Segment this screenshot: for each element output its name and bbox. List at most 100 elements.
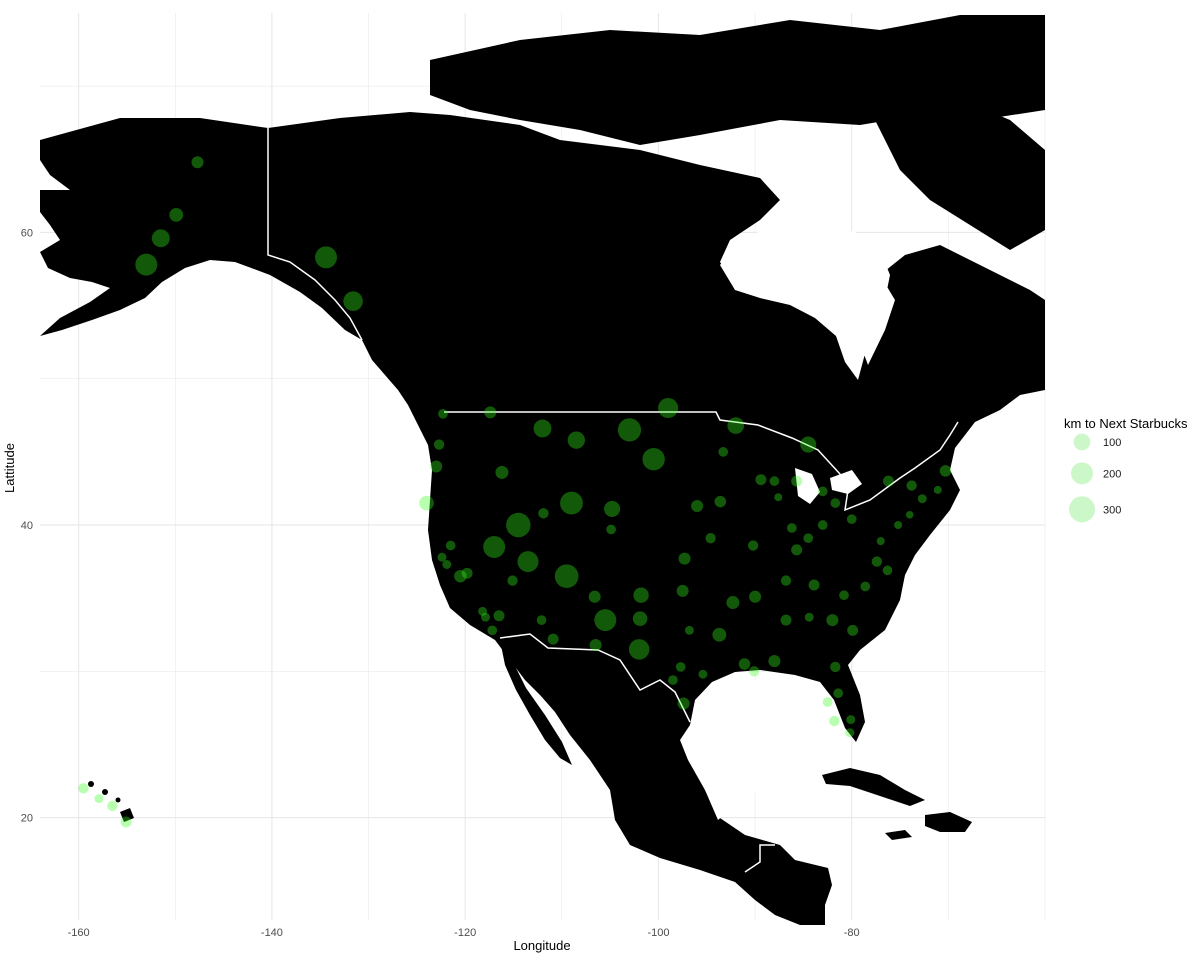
starbucks-point	[749, 590, 762, 603]
land-baffin-island	[870, 95, 1045, 250]
starbucks-point	[846, 514, 857, 525]
starbucks-point	[822, 697, 833, 707]
starbucks-point	[169, 207, 184, 222]
starbucks-point	[94, 794, 104, 804]
starbucks-point	[906, 480, 917, 491]
starbucks-point	[882, 565, 893, 576]
water-hudson-bay	[720, 222, 890, 380]
border-layer	[267, 128, 959, 873]
starbucks-point	[588, 590, 601, 603]
starbucks-point	[786, 523, 797, 533]
land-cuba	[822, 768, 925, 806]
starbucks-point	[714, 495, 727, 508]
starbucks-point	[78, 783, 89, 794]
land-mainland	[268, 112, 1045, 925]
y-tick-label: 60	[21, 227, 33, 239]
border-us-mexico	[499, 633, 691, 723]
legend-label: 100	[1103, 437, 1121, 449]
legend-key	[1071, 462, 1093, 485]
starbucks-point	[560, 491, 583, 515]
starbucks-point	[747, 540, 759, 551]
starbucks-point	[454, 569, 467, 583]
starbucks-point	[419, 495, 434, 511]
starbucks-point	[484, 406, 497, 419]
starbucks-point	[632, 611, 648, 626]
starbucks-point	[151, 229, 170, 248]
starbucks-point	[533, 419, 552, 438]
starbucks-point	[871, 556, 883, 567]
starbucks-point	[780, 575, 792, 586]
starbucks-point	[628, 639, 650, 660]
starbucks-point	[705, 533, 716, 544]
starbucks-point	[712, 627, 727, 642]
starbucks-point	[567, 431, 585, 449]
starbucks-point	[120, 816, 132, 828]
starbucks-point	[718, 447, 729, 457]
starbucks-point	[343, 291, 363, 311]
land-alaska	[40, 118, 362, 340]
starbucks-point	[830, 498, 841, 508]
starbucks-point	[876, 537, 885, 546]
axes-layer: -160 -140 -120 -100 -80 20 40 60	[21, 227, 860, 939]
legend-label: 200	[1103, 468, 1121, 480]
starbucks-point	[726, 596, 740, 610]
starbucks-point	[483, 535, 506, 558]
starbucks-point	[882, 475, 894, 487]
starbucks-point	[676, 584, 689, 597]
starbucks-point	[538, 508, 549, 519]
starbucks-point	[478, 606, 488, 616]
starbucks-point	[830, 661, 841, 673]
x-tick-label: -80	[844, 927, 860, 939]
starbucks-point	[698, 669, 708, 679]
starbucks-point	[860, 581, 871, 592]
starbucks-point	[826, 614, 839, 627]
starbucks-point	[495, 465, 509, 479]
starbucks-point	[748, 666, 760, 677]
starbucks-point	[547, 633, 559, 645]
x-axis-title: Longitude	[513, 938, 570, 953]
starbucks-point	[315, 246, 338, 269]
land-jamaica	[885, 830, 912, 840]
starbucks-point	[461, 567, 473, 579]
land-hispaniola	[925, 812, 972, 832]
x-tick-label: -120	[454, 927, 476, 939]
starbucks-point	[817, 520, 828, 530]
starbucks-point	[774, 493, 783, 502]
starbucks-point	[917, 494, 927, 504]
starbucks-point	[839, 590, 849, 601]
starbucks-point	[536, 615, 547, 625]
starbucks-point	[933, 485, 942, 494]
starbucks-point	[791, 475, 803, 487]
water-great-lakes	[795, 468, 862, 504]
starbucks-point	[727, 417, 745, 434]
starbucks-point	[191, 156, 204, 169]
starbucks-point	[438, 408, 448, 419]
starbucks-point	[604, 500, 621, 517]
starbucks-point	[589, 638, 602, 651]
starbucks-point	[846, 715, 856, 725]
starbucks-point	[135, 253, 158, 276]
starbucks-point	[833, 688, 844, 699]
legend-entries: 100 200 300	[1069, 433, 1121, 523]
border-mexico-guatemala	[744, 844, 775, 873]
starbucks-point	[606, 524, 616, 535]
starbucks-point	[507, 575, 518, 586]
starbucks-point	[791, 544, 803, 556]
starbucks-point	[769, 476, 780, 486]
starbucks-point	[738, 658, 751, 670]
starbucks-point	[691, 499, 704, 513]
starbucks-point	[755, 474, 767, 486]
starbucks-point	[804, 612, 814, 622]
x-tick-label: -140	[261, 927, 283, 939]
starbucks-point	[617, 418, 642, 442]
starbucks-point	[430, 460, 443, 473]
water-gulf-of-mexico	[690, 680, 836, 820]
x-tick-label: -160	[68, 927, 90, 939]
starbucks-point	[517, 551, 539, 573]
starbucks-point	[442, 560, 452, 569]
legend-key	[1073, 433, 1091, 451]
starbucks-point	[642, 447, 665, 471]
starbucks-point	[678, 552, 691, 565]
starbucks-point	[633, 587, 649, 603]
